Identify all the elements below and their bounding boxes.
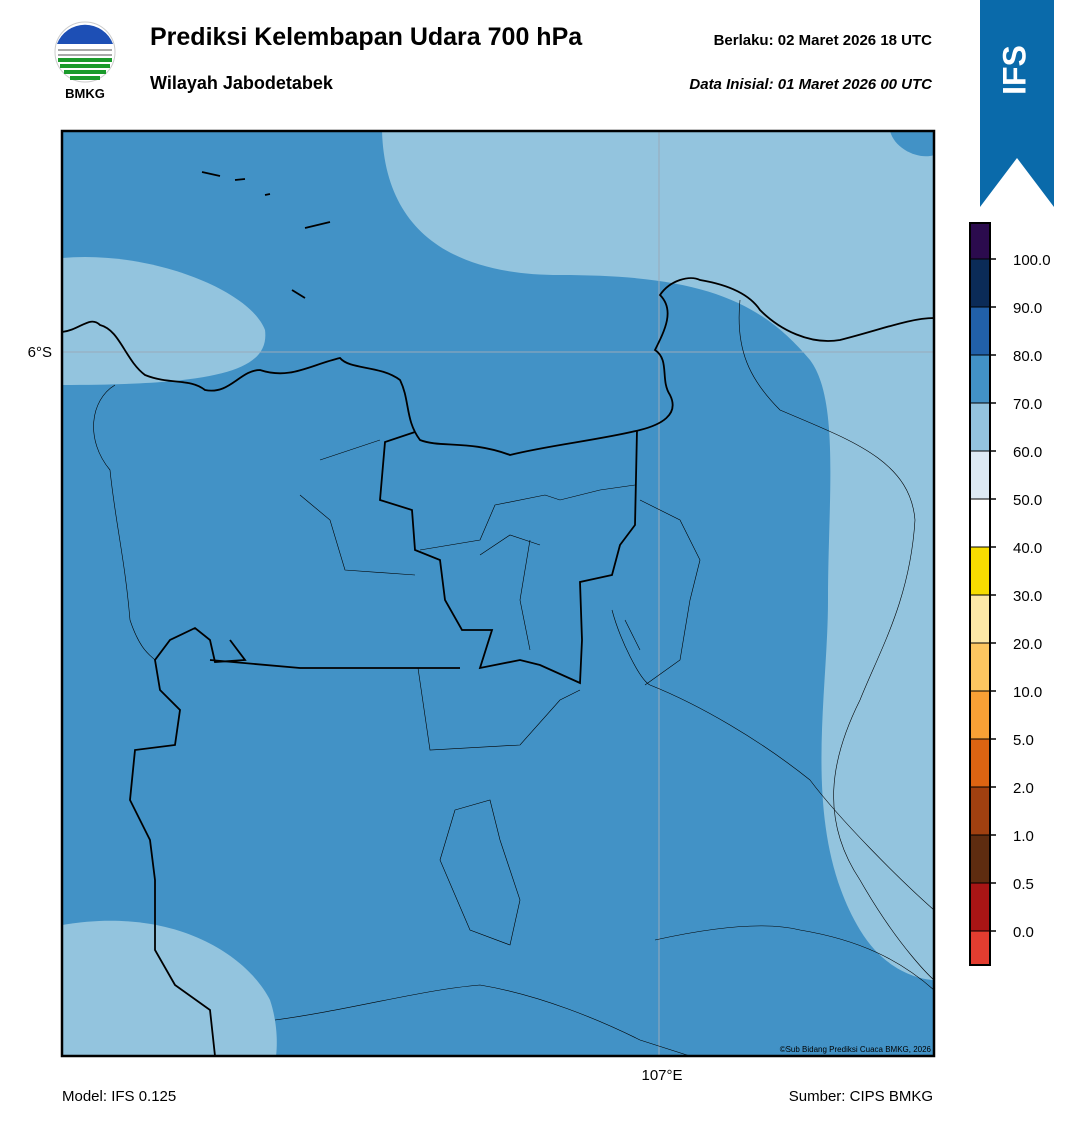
colorbar-label: 50.0 (1013, 492, 1042, 509)
colorbar-label: 5.0 (1013, 732, 1034, 749)
lat-label: 6°S (28, 344, 52, 361)
colorbar-label: 70.0 (1013, 396, 1042, 413)
colorbar-label: 10.0 (1013, 684, 1042, 701)
colorbar-segment (970, 403, 990, 451)
colorbar-segment (970, 595, 990, 643)
valid-time: Berlaku: 02 Maret 2026 18 UTC (714, 32, 933, 49)
colorbar-segment (970, 223, 990, 259)
colorbar-label: 100.0 (1013, 252, 1051, 269)
colorbar-segment (970, 787, 990, 835)
badge (980, 0, 1054, 207)
colorbar-label: 80.0 (1013, 348, 1042, 365)
colorbar-segment (970, 259, 990, 307)
colorbar-label: 60.0 (1013, 444, 1042, 461)
colorbar-segment (970, 499, 990, 547)
colorbar-segment (970, 691, 990, 739)
map-frame (60, 129, 936, 1058)
colorbar-label: 2.0 (1013, 780, 1034, 797)
colorbar-segment (970, 643, 990, 691)
colorbar-label: 20.0 (1013, 636, 1042, 653)
colorbar-segment (970, 307, 990, 355)
colorbar-segment (970, 931, 990, 965)
credit: ©Sub Bidang Prediksi Cuaca BMKG, 2026 (780, 1045, 932, 1054)
map: ©Sub Bidang Prediksi Cuaca BMKG, 2026 (62, 131, 934, 1056)
colorbar-label: 1.0 (1013, 828, 1034, 845)
colorbar-label: 90.0 (1013, 300, 1042, 317)
colorbar-segment (970, 835, 990, 883)
colorbar-label: 0.0 (1013, 924, 1034, 941)
logo: BMKG (54, 21, 116, 101)
colorbar-segment (970, 355, 990, 403)
lon-label: 107°E (641, 1067, 682, 1084)
colorbar-frame (969, 222, 991, 966)
colorbar-segment (970, 547, 990, 595)
colorbar-label: 0.5 (1013, 876, 1034, 893)
init-time: Data Inisial: 01 Maret 2026 00 UTC (689, 76, 933, 93)
colorbar: 100.0 90.0 80.0 70.0 60.0 50.0 40.0 30.0 20.0 10.… (969, 222, 1051, 966)
colorbar-label: 40.0 (1013, 540, 1042, 557)
title: Prediksi Kelembapan Udara 700 hPa (150, 23, 583, 51)
colorbar-segment (970, 883, 990, 931)
subtitle: Wilayah Jabodetabek (150, 73, 334, 93)
source: Sumber: CIPS BMKG (789, 1088, 933, 1105)
colorbar-segment (970, 739, 990, 787)
badge-text: IFS (996, 45, 1032, 95)
colorbar-segment (970, 451, 990, 499)
model: Model: IFS 0.125 (62, 1088, 176, 1105)
colorbar-label: 30.0 (1013, 588, 1042, 605)
logo-text: BMKG (65, 86, 105, 101)
